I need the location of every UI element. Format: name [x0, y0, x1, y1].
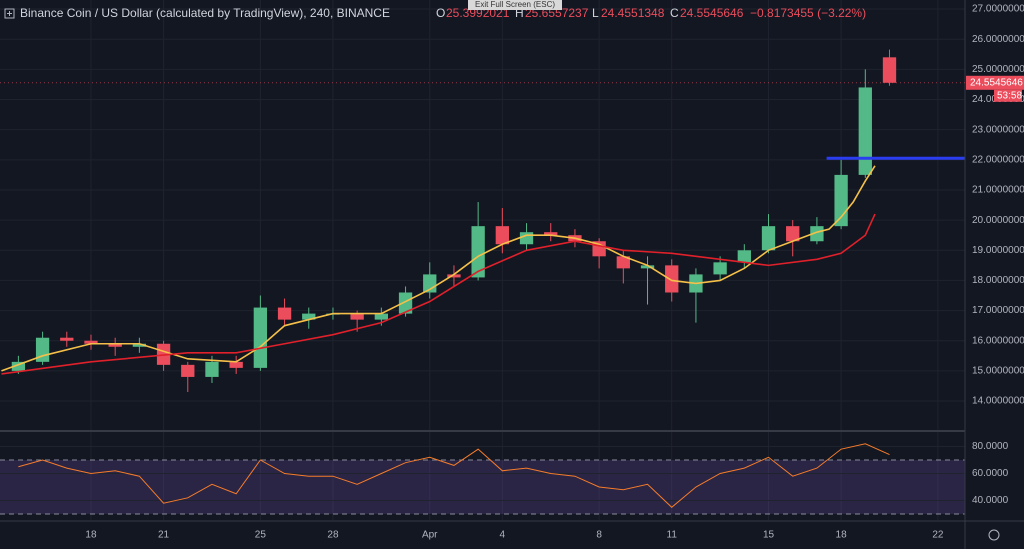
tooltip-text: Exit Full Screen (ESC) [475, 0, 555, 9]
candle-body [616, 256, 630, 269]
last-price-box [966, 75, 1024, 90]
moving-average [1, 213, 876, 375]
candle-body [205, 361, 219, 377]
x-tick-label: 21 [158, 530, 170, 541]
x-tick-label: 18 [836, 530, 848, 541]
y-tick-label: 21.0000000 [972, 185, 1024, 196]
candle-body [882, 57, 897, 83]
y-tick-label: 16.0000000 [972, 335, 1024, 346]
x-tick-label: 28 [327, 530, 339, 541]
y-tick-label: 27.0000000 [972, 4, 1024, 15]
rsi-tick-label: 40.0000 [972, 495, 1009, 506]
countdown: 53:58 [997, 90, 1022, 101]
candle-body [495, 226, 509, 245]
moving-average [1, 165, 876, 372]
overlay: 24.5545646 53:58 [0, 75, 1024, 102]
x-tick-label: Apr [422, 530, 438, 541]
settings-icon[interactable] [988, 529, 1000, 541]
candle-body [519, 232, 534, 245]
candle-body [132, 343, 147, 347]
rsi-band-fill [0, 459, 965, 515]
x-tick-label: 18 [85, 530, 97, 541]
candle-body [60, 337, 74, 341]
y-tick-label: 26.0000000 [972, 34, 1024, 45]
candle-body [253, 307, 268, 368]
ohlc-o-label: O [436, 6, 445, 20]
tooltip [468, 0, 562, 10]
ohlc-h-label: H [515, 6, 524, 20]
candle-body [277, 307, 292, 320]
candle-body [786, 226, 800, 242]
candle-body [229, 361, 243, 368]
x-tick-label: 25 [255, 530, 267, 541]
y-tick-label: 18.0000000 [972, 275, 1024, 286]
x-tick-label: 22 [932, 530, 944, 541]
candle-body [471, 226, 485, 278]
y-tick-label: 14.0000000 [972, 396, 1024, 407]
x-tick-label: 4 [500, 530, 506, 541]
ohlc-c-label: C [670, 6, 679, 20]
candle-body [374, 313, 389, 320]
candle-body [350, 313, 364, 320]
candle-body [858, 87, 872, 175]
ohlc-c-value: 24.5545646 [680, 6, 744, 20]
header: Binance Coin / US Dollar (calculated by … [4, 0, 866, 20]
y-tick-label: 19.0000000 [972, 245, 1024, 256]
candle-body [11, 361, 26, 371]
ohlc-l-value: 24.4551348 [601, 6, 665, 20]
y-tick-label: 15.0000000 [972, 366, 1024, 377]
candle-body [181, 364, 195, 377]
y-tick-label: 23.0000000 [972, 124, 1024, 135]
rsi-line [18, 443, 890, 508]
candle-body [640, 265, 655, 269]
ohlc-l-label: L [592, 6, 599, 20]
candle-body [713, 262, 727, 275]
candle-body [108, 343, 122, 347]
x-tick-label: 11 [667, 530, 678, 541]
candle-body [834, 174, 848, 227]
x-tick-label: 8 [596, 530, 602, 541]
y-tick-label: 20.0000000 [972, 215, 1024, 226]
candle-body [665, 265, 679, 293]
symbol-title: Binance Coin / US Dollar (calculated by … [20, 6, 390, 20]
collapse-icon[interactable] [4, 8, 15, 19]
candle-body [761, 226, 776, 251]
candle-body [810, 226, 824, 242]
candle-body [544, 232, 558, 236]
candle-body [447, 274, 461, 278]
rsi-tick-label: 60.0000 [972, 468, 1009, 479]
rsi-tick-label: 80.0000 [972, 441, 1009, 452]
candle-body [302, 313, 316, 320]
change: −0.8173455 (−3.22%) [750, 6, 866, 20]
x-tick-label: 15 [763, 530, 775, 541]
candle-body [35, 337, 50, 362]
y-tick-label: 17.0000000 [972, 305, 1024, 316]
plot [1, 49, 965, 508]
candle-body [737, 250, 751, 263]
candle-body [84, 340, 98, 344]
y-tick-label: 25.0000000 [972, 64, 1024, 75]
countdown-box [994, 89, 1022, 102]
y-tick-label: 22.0000000 [972, 154, 1024, 165]
candle-body [398, 292, 413, 314]
last-price-label: 24.5545646 [970, 77, 1023, 88]
